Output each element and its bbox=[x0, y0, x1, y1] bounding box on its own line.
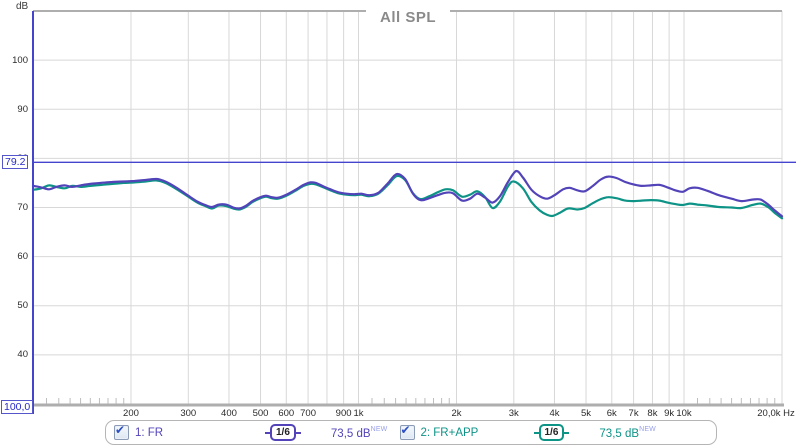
x-axis-tick-label: 8k bbox=[647, 408, 658, 419]
measurement-2-label[interactable]: 2: FR+APP bbox=[420, 426, 479, 439]
y-axis-tick-label: 40 bbox=[17, 349, 28, 361]
badge-dash-left bbox=[265, 431, 270, 434]
badge-dash-right bbox=[295, 431, 301, 434]
measurement-1-label[interactable]: 1: FR bbox=[135, 426, 164, 439]
new-flag: NEW bbox=[370, 425, 388, 433]
smoothing-badge-1[interactable]: 1/6 bbox=[265, 424, 301, 441]
x-axis-tick-label: 400 bbox=[221, 408, 237, 419]
x-axis-tick-label: 200 bbox=[123, 408, 139, 419]
x-axis-tick-label: 700 bbox=[300, 408, 317, 419]
x-axis-tick-label: 5k bbox=[580, 408, 592, 419]
x-axis-tick-label: 6k bbox=[606, 408, 617, 419]
spl-value-text: 73,5 dB bbox=[330, 427, 371, 440]
cursor-level-readout[interactable]: 79.2 bbox=[2, 155, 29, 169]
smoothing-value: 1/6 bbox=[270, 424, 296, 441]
spl-value-text: 73,5 dB bbox=[599, 427, 640, 440]
x-axis-tick-label: 20,0k Hz bbox=[757, 408, 795, 419]
legend-bar: ✔ 1: FR 1/6 73,5 dBNEW ✔ 2: FR+APP 1/6 7… bbox=[105, 420, 717, 445]
x-axis-tick-label: 4k bbox=[549, 408, 560, 419]
badge-dash-left bbox=[533, 431, 539, 434]
x-axis-tick-label: 7k bbox=[628, 408, 639, 419]
y-axis-tick-label: 90 bbox=[17, 103, 28, 115]
y-axis-tick-label: 100 bbox=[12, 54, 28, 66]
checkmark-icon: ✔ bbox=[115, 423, 126, 437]
x-axis-tick-label: 500 bbox=[252, 408, 269, 419]
trace-1-fr bbox=[31, 169, 784, 218]
y-axis-tick-label: 50 bbox=[17, 300, 28, 312]
x-axis-tick-label: 1k bbox=[353, 408, 364, 419]
badge-dash-right bbox=[564, 431, 570, 434]
checkmark-icon: ✔ bbox=[400, 423, 411, 437]
legend-entry-fr-app: ✔ 2: FR+APP 1/6 73,5 dBNEW bbox=[399, 423, 657, 441]
y-axis-tick-label: 70 bbox=[17, 202, 28, 213]
x-axis-tick-label: 9k bbox=[664, 408, 675, 419]
x-axis-tick-label: 10k bbox=[676, 408, 692, 419]
x-axis-tick-label: 3k bbox=[508, 408, 519, 419]
spl-value-1: 73,5 dBNEW bbox=[331, 426, 388, 440]
cursor-frequency-readout[interactable]: 100,0 bbox=[1, 400, 34, 414]
chart-title: All SPL bbox=[365, 9, 451, 26]
measurement-2-checkbox[interactable]: ✔ bbox=[399, 423, 415, 440]
new-flag: NEW bbox=[639, 425, 656, 433]
legend-entry-fr: ✔ 1: FR 1/6 73,5 dBNEW bbox=[114, 423, 388, 441]
smoothing-value: 1/6 bbox=[538, 424, 565, 441]
x-axis-tick-label: 300 bbox=[180, 408, 197, 419]
x-axis-tick-label: 2k bbox=[451, 408, 462, 419]
spl-value-2: 73,5 dBNEW bbox=[599, 426, 656, 440]
x-axis-tick-label: 900 bbox=[335, 408, 352, 419]
y-axis-tick-label: 60 bbox=[17, 251, 28, 263]
measurement-1-checkbox[interactable]: ✔ bbox=[114, 423, 129, 440]
x-axis-tick-label: 600 bbox=[278, 408, 295, 419]
y-axis-unit-label: dB bbox=[16, 1, 29, 12]
smoothing-badge-2[interactable]: 1/6 bbox=[533, 424, 570, 441]
